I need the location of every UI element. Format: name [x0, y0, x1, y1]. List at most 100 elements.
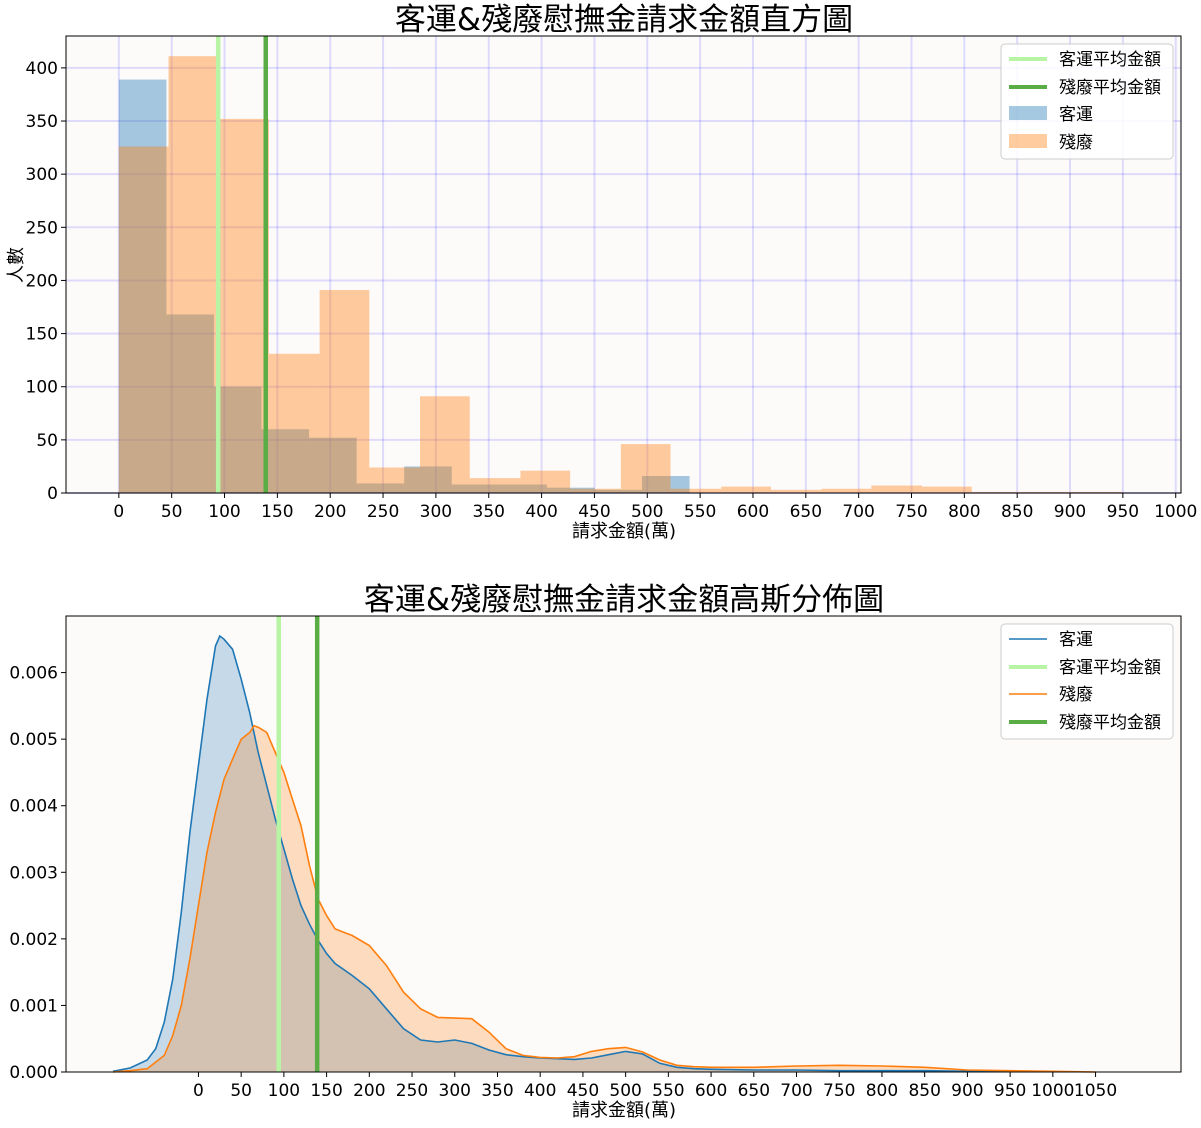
x-tick-label: 950	[994, 1081, 1026, 1101]
x-tick-label: 150	[310, 1081, 342, 1101]
kde-frame	[65, 615, 1182, 1073]
legend-label-disability-curve: 殘廢	[1059, 685, 1093, 705]
bar-passenger	[309, 437, 357, 493]
y-tick-label: 300	[26, 165, 58, 185]
kde-legend-box	[1000, 623, 1174, 740]
bar-disability	[721, 486, 771, 493]
x-tick-label: 500	[631, 502, 663, 522]
y-tick-label: 50	[36, 431, 58, 451]
histogram-legend-box	[1000, 43, 1174, 160]
y-tick-label: 0.000	[9, 1063, 58, 1083]
bar-passenger	[213, 386, 262, 493]
bar-disability	[268, 353, 320, 493]
bar-disability	[821, 488, 872, 493]
x-tick-label: 1050	[1074, 1081, 1117, 1101]
x-tick-label: 450	[567, 1081, 599, 1101]
y-tick-label: 150	[26, 325, 58, 345]
bar-passenger	[594, 489, 642, 493]
y-tick-label: 0.001	[9, 996, 58, 1016]
x-tick-label: 100	[208, 502, 240, 522]
x-tick-label: 300	[420, 502, 452, 522]
x-tick-label: 700	[780, 1081, 812, 1101]
y-tick-label: 0.005	[9, 730, 58, 750]
kde-mean-lines	[276, 616, 320, 1072]
bar-disability	[1022, 491, 1073, 493]
bar-disability	[420, 396, 470, 493]
x-tick-label: 1000	[1031, 1081, 1074, 1101]
bar-passenger	[261, 429, 310, 493]
y-tick-label: 400	[26, 59, 58, 79]
kde-area-passenger	[113, 636, 1011, 1072]
x-tick-label: 900	[951, 1081, 983, 1101]
x-tick-label: 750	[895, 502, 927, 522]
x-tick-label: 350	[473, 502, 505, 522]
x-tick-label: 850	[908, 1081, 940, 1101]
bar-disability	[871, 485, 923, 493]
kde-title: 客運&殘廢慰撫金請求金額高斯分佈圖	[364, 582, 884, 618]
kde-line-passenger	[112, 634, 1011, 1073]
bar-disability	[1072, 491, 1123, 493]
bar-disability	[469, 478, 521, 493]
bar-disability	[770, 489, 822, 493]
histogram-mean-lines	[215, 36, 268, 493]
legend-label-passenger-curve: 客運	[1059, 630, 1093, 650]
x-tick-label: 850	[1001, 502, 1033, 522]
kde-area-disability	[113, 725, 1096, 1072]
kde-plot-area	[66, 616, 1181, 1072]
x-tick-label: 500	[609, 1081, 641, 1101]
bar-disability	[369, 467, 421, 493]
y-tick-label: 0.004	[9, 797, 58, 817]
x-tick-label: 100	[268, 1081, 300, 1101]
x-tick-label: 450	[578, 502, 610, 522]
x-tick-label: 800	[948, 502, 980, 522]
histogram-y-ticks: 0 50 100 150 200 250 300 350 400	[26, 59, 66, 504]
kde-panel: 客運&殘廢慰撫金請求金額高斯分佈圖 0 50 100 150 200 250 300 350 4…	[9, 582, 1182, 1121]
x-tick-label: 400	[525, 502, 557, 522]
x-tick-label: 900	[1054, 502, 1086, 522]
bar-disability	[570, 488, 621, 493]
x-tick-label: 400	[524, 1081, 556, 1101]
y-tick-label: 0.006	[9, 664, 58, 684]
legend-label-passenger-mean-2: 客運平均金額	[1059, 658, 1161, 678]
bar-passenger	[641, 475, 690, 493]
x-tick-label: 1000	[1154, 502, 1197, 522]
x-tick-label: 800	[866, 1081, 898, 1101]
histogram-x-ticks: 0 50 100 150 200 250 300 350 400 450 500 550 600 650 7…	[113, 493, 1197, 522]
legend-label-disability: 殘廢	[1059, 133, 1093, 153]
bar-disability	[118, 146, 169, 494]
bar-disability	[319, 290, 370, 493]
x-tick-label: 950	[1107, 502, 1139, 522]
x-tick-label: 300	[439, 1081, 471, 1101]
bar-disability	[219, 118, 269, 493]
y-tick-label: 100	[26, 378, 58, 398]
kde-y-ticks: 0.000 0.001 0.002 0.003 0.004 0.005 0.006	[9, 664, 66, 1083]
histogram-title: 客運&殘廢慰撫金請求金額直方圖	[395, 2, 853, 38]
legend-swatch-disability	[1009, 134, 1047, 148]
x-tick-label: 550	[652, 1081, 684, 1101]
kde-line-disability	[112, 724, 1096, 1073]
bar-passenger	[118, 79, 167, 494]
x-tick-label: 150	[261, 502, 293, 522]
y-tick-label: 0.002	[9, 930, 58, 950]
x-tick-label: 0	[113, 502, 124, 522]
y-tick-label: 350	[26, 112, 58, 132]
bar-disability	[670, 488, 722, 493]
y-tick-label: 200	[26, 271, 58, 291]
legend-label-disability-mean: 殘廢平均金額	[1059, 78, 1161, 98]
y-tick-label: 0	[47, 484, 58, 504]
bar-disability	[520, 470, 571, 493]
x-tick-label: 200	[353, 1081, 385, 1101]
x-tick-label: 250	[367, 502, 399, 522]
bar-passenger	[166, 314, 214, 493]
y-tick-label: 250	[26, 218, 58, 238]
x-tick-label: 350	[481, 1081, 513, 1101]
x-tick-label: 750	[823, 1081, 855, 1101]
bar-passenger	[404, 466, 452, 493]
x-tick-label: 650	[790, 502, 822, 522]
x-tick-label: 600	[695, 1081, 727, 1101]
x-tick-label: 600	[737, 502, 769, 522]
x-tick-label: 200	[314, 502, 346, 522]
bar-disability	[620, 444, 671, 493]
bar-passenger	[356, 483, 405, 493]
